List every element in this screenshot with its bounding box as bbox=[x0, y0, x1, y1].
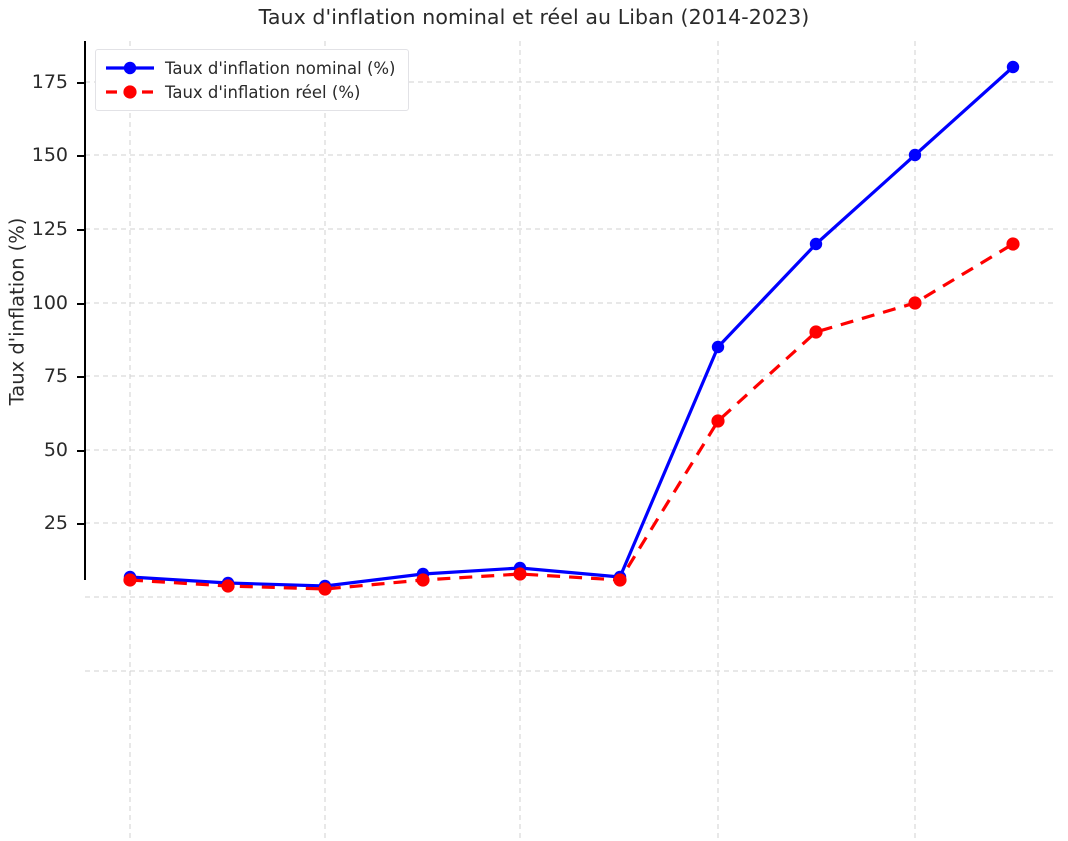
data-layer bbox=[123, 60, 1020, 596]
y-tick-mark-100 bbox=[77, 303, 84, 305]
y-axis-label: Taux d'inflation (%) bbox=[5, 217, 29, 406]
legend-item-real[interactable]: Taux d'inflation réel (%) bbox=[104, 80, 396, 104]
chart-title: Taux d'inflation nominal et réel au Liba… bbox=[258, 5, 810, 29]
y-tick-mark-175 bbox=[77, 82, 84, 84]
series-markers-real bbox=[123, 237, 1020, 596]
chart-figure: Taux d'inflation nominal et réel au Liba… bbox=[5, 5, 1055, 841]
legend-label-real: Taux d'inflation réel (%) bbox=[165, 82, 361, 102]
y-tick-mark-150 bbox=[77, 155, 84, 157]
y-tick-mark-50 bbox=[77, 450, 84, 452]
y-tick-mark-75 bbox=[77, 376, 84, 378]
y-tick-mark-125 bbox=[77, 229, 84, 231]
legend-swatch-real-icon bbox=[104, 82, 156, 102]
y-tick-label-50: 50 bbox=[43, 439, 68, 461]
y-axis-spine bbox=[84, 41, 86, 580]
chart-legend[interactable]: Taux d'inflation nominal (%) Taux d'infl… bbox=[95, 49, 409, 111]
legend-swatch-nominal-icon bbox=[104, 58, 156, 78]
y-tick-label-175: 175 bbox=[31, 71, 68, 93]
y-tick-label-25: 25 bbox=[43, 512, 68, 534]
plot-area bbox=[85, 41, 1055, 841]
y-tick-mark-25 bbox=[77, 523, 84, 525]
series-line-real bbox=[129, 242, 1014, 591]
series-markers-nominal bbox=[123, 60, 1020, 593]
y-tick-label-75: 75 bbox=[43, 365, 68, 387]
legend-item-nominal[interactable]: Taux d'inflation nominal (%) bbox=[104, 56, 396, 80]
y-tick-label-100: 100 bbox=[31, 292, 68, 314]
y-tick-label-150: 150 bbox=[31, 144, 68, 166]
series-line-nominal bbox=[128, 65, 1015, 588]
legend-label-nominal: Taux d'inflation nominal (%) bbox=[165, 58, 396, 78]
y-tick-label-125: 125 bbox=[31, 218, 68, 240]
